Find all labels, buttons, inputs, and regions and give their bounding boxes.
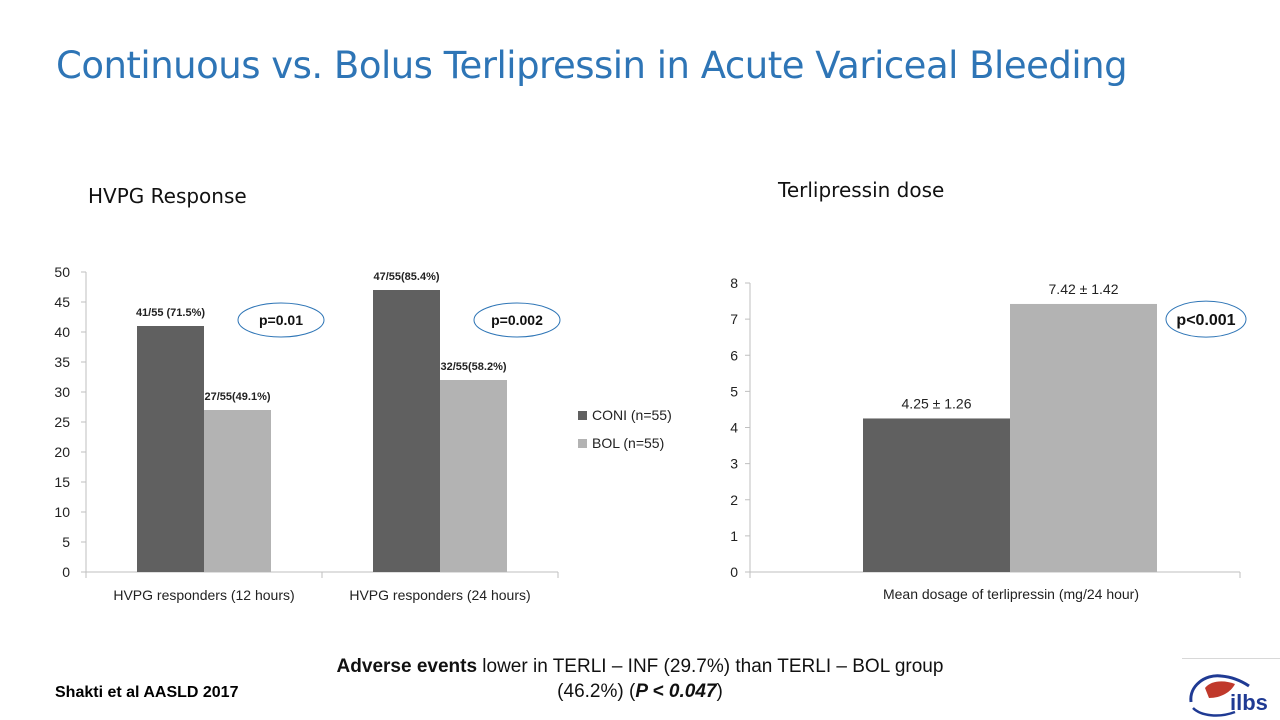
data-label: 27/55(49.1%) [204,391,270,403]
y-tick-label: 0 [62,564,70,580]
y-tick-label: 20 [54,444,70,460]
y-tick-label: 35 [54,354,70,370]
slide-title: Continuous vs. Bolus Terlipressin in Acu… [56,44,1128,87]
bar-coni [373,290,440,572]
adverse-events-note: Adverse events lower in TERLI – INF (29.… [336,656,944,702]
y-tick-label: 40 [54,324,70,340]
dose-chart-heading: Terlipressin dose [778,178,945,202]
p-value-label: p=0.01 [259,312,303,328]
data-label: 41/55 (71.5%) [136,307,205,319]
p-value-text: P < 0.047 [635,681,717,702]
x-category-label: HVPG responders (24 hours) [349,587,530,603]
logo-divider [1182,658,1280,659]
bar-bol [440,380,507,572]
y-tick-label: 10 [54,504,70,520]
ilbs-logo-icon [1189,674,1250,717]
y-tick-label: 5 [62,534,70,550]
bar-coni [137,326,204,572]
data-label: 47/55(85.4%) [373,271,439,283]
hvpg-chart-heading: HVPG Response [88,184,247,208]
legend-swatch [578,439,587,448]
p-value-label: p=0.002 [491,312,543,328]
citation: Shakti et al AASLD 2017 [55,684,239,701]
legend-label: BOL (n=55) [592,435,664,451]
y-tick-label: 25 [54,414,70,430]
y-tick-label: 30 [54,384,70,400]
logo-text: ilbs [1230,690,1268,715]
y-tick-label: 50 [54,264,70,280]
y-tick-label: 45 [54,294,70,310]
p-value-ellipse [473,302,561,338]
data-label: 32/55(58.2%) [440,361,506,373]
adverse-events-text: lower in TERLI – INF (29.7%) than TERLI … [477,656,944,677]
legend-swatch [578,411,587,420]
y-tick-label: 15 [54,474,70,490]
adverse-events-bold: Adverse events [336,656,478,677]
bar-bol [204,410,271,572]
x-category-label: HVPG responders (12 hours) [113,587,294,603]
legend-label: CONI (n=55) [592,407,672,423]
p-value-ellipse [237,302,325,338]
